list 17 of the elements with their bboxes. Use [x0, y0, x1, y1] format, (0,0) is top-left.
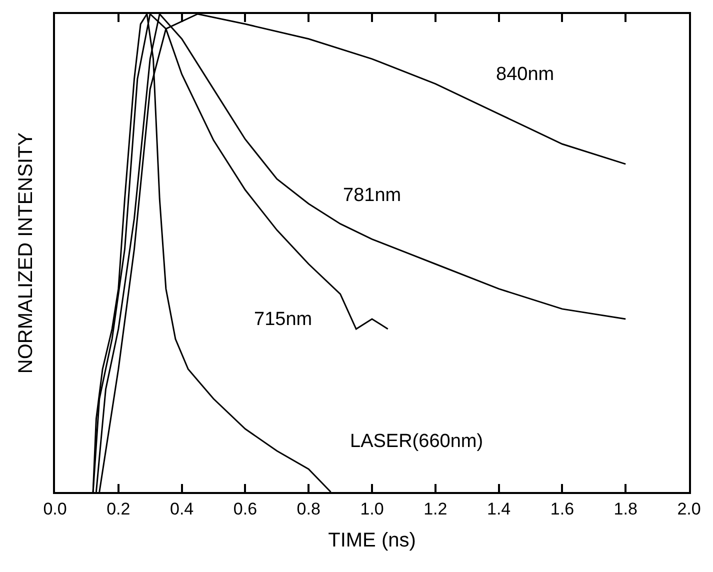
x-tick-label: 0.8: [296, 499, 320, 518]
y-axis-title: NORMALIZED INTENSITY: [15, 132, 37, 374]
annotation: 715nm: [254, 309, 312, 330]
x-tick-label: 1.4: [486, 499, 511, 518]
x-tick-label: 0.0: [43, 499, 67, 518]
x-tick-label: 2.0: [677, 499, 701, 518]
x-tick-label: 0.2: [106, 499, 130, 518]
x-tick-label: 1.2: [424, 499, 448, 518]
x-tick-label: 0.4: [170, 499, 194, 518]
x-tick-label: 1.8: [614, 499, 638, 518]
annotation: 840nm: [496, 64, 554, 85]
annotation: 781nm: [343, 185, 402, 206]
x-tick-label: 1.6: [550, 499, 574, 518]
annotation: LASER(660nm): [350, 431, 484, 452]
x-tick-label: 1.0: [360, 499, 384, 518]
x-tick-label: 0.6: [233, 499, 258, 518]
x-axis-title: TIME (ns): [328, 529, 416, 552]
